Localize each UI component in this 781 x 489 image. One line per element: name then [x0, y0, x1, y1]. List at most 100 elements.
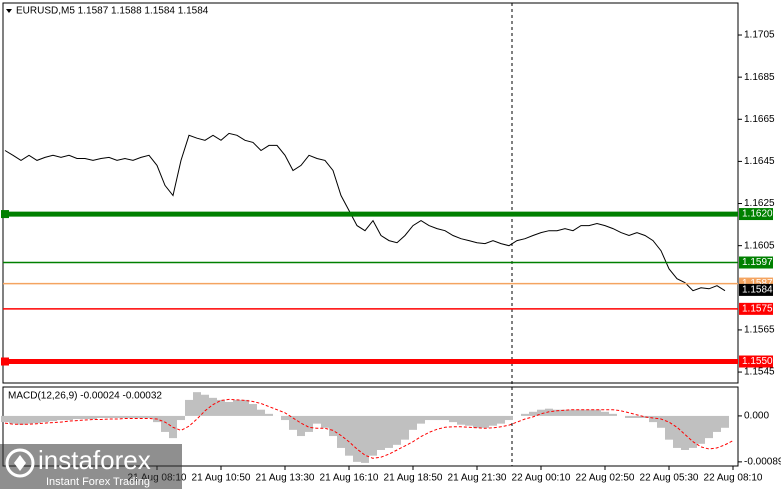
histogram-bar: [201, 394, 209, 416]
y-tick-label: -0.00089: [744, 457, 781, 468]
histogram-bar: [625, 415, 633, 418]
y-tick-label: 1.1685: [744, 72, 775, 83]
y-tick-label: 1.1625: [744, 198, 775, 209]
histogram-bar: [145, 415, 153, 418]
histogram-bar: [33, 415, 41, 424]
histogram-bar: [417, 415, 425, 424]
level-label-bg: [739, 256, 773, 269]
histogram-bar: [233, 399, 241, 416]
x-tick-label: 21 Aug 21:30: [448, 473, 507, 484]
logo-icon-mark: [14, 455, 26, 471]
x-tick-label: 22 Aug 08:10: [704, 473, 763, 484]
level-label-bg: [739, 283, 773, 296]
histogram-bar: [129, 415, 137, 418]
histogram-bar: [681, 415, 689, 450]
histogram-bar: [585, 409, 593, 416]
histogram-bar: [329, 415, 337, 437]
histogram-bar: [601, 411, 609, 416]
histogram-bar: [1, 415, 9, 423]
histogram-bar: [657, 415, 665, 428]
y-tick-label: 1.1665: [744, 114, 775, 125]
histogram-bar: [17, 415, 25, 425]
histogram-bar: [441, 415, 449, 421]
histogram-bar: [521, 413, 529, 416]
histogram-bar: [497, 415, 505, 424]
histogram-bar: [457, 415, 465, 425]
level-label: 1.1584: [742, 285, 773, 296]
histogram-bar: [193, 392, 201, 416]
histogram-bar: [721, 415, 729, 428]
macd-title: MACD(12,26,9) -0.00024 -0.00032: [8, 391, 162, 402]
histogram-bar: [593, 409, 601, 416]
histogram-bar: [25, 415, 33, 424]
level-label: 1.1550: [742, 356, 773, 367]
histogram-bar: [697, 415, 705, 444]
histogram-bar: [81, 415, 89, 420]
menu-arrow: [6, 9, 12, 13]
histogram-bar: [225, 401, 233, 416]
histogram-bar: [313, 415, 321, 424]
logo-icon: [5, 448, 35, 478]
histogram-bar: [353, 415, 361, 462]
histogram-bar: [609, 413, 617, 416]
histogram-bar: [41, 415, 49, 423]
histogram-bar: [345, 415, 353, 456]
histogram-bar: [577, 409, 585, 416]
histogram-bar: [185, 399, 193, 416]
histogram-bar: [689, 415, 697, 448]
histogram-bar: [377, 415, 385, 450]
histogram-bar: [465, 415, 473, 426]
histogram-bar: [473, 415, 481, 428]
histogram-bar: [241, 399, 249, 416]
y-tick-label: 1.1605: [744, 240, 775, 251]
plot-layer: 1.1705 1.1685 1.1665 1.1645 1.1625 1.1605 1.15…: [1, 30, 781, 484]
logo: instaforex Instant Forex Trading: [0, 444, 182, 489]
level-label-bg: [739, 302, 773, 315]
histogram-bar: [177, 415, 185, 421]
logo-bg: [0, 444, 182, 489]
histogram-bar: [49, 415, 57, 422]
histogram-bar: [137, 415, 145, 418]
histogram-bar: [121, 415, 129, 418]
histogram-bar: [561, 409, 569, 416]
histogram-bar: [361, 415, 369, 463]
histogram-bar: [705, 415, 713, 439]
histogram-bar: [633, 415, 641, 418]
histogram-bar: [553, 409, 561, 416]
histogram-bar: [281, 415, 289, 421]
histogram-bar: [481, 415, 489, 428]
y-tick-label: 1.1565: [744, 325, 775, 336]
logo-name: instaforex: [38, 445, 151, 475]
histogram-bar: [257, 409, 265, 416]
histogram-bar: [297, 415, 305, 437]
histogram-bar: [217, 399, 225, 416]
x-tick-label: 22 Aug 02:50: [576, 473, 635, 484]
histogram-bar: [673, 415, 681, 448]
histogram-bar: [113, 415, 121, 418]
logo-tagline: Instant Forex Trading: [46, 476, 150, 488]
histogram-bar: [401, 415, 409, 440]
x-tick-label: 21 Aug 18:50: [384, 473, 443, 484]
signal-line: [4, 398, 734, 459]
level-label-bg: [739, 208, 773, 221]
x-tick-label: 22 Aug 00:10: [512, 473, 571, 484]
price-line: [4, 132, 726, 292]
level-marker: [1, 357, 9, 366]
histogram-bar: [89, 415, 97, 420]
histogram-bar: [569, 409, 577, 416]
histogram-bar: [537, 409, 545, 416]
x-tick-label: 22 Aug 05:30: [640, 473, 699, 484]
level-marker: [1, 210, 9, 219]
histogram-bar: [9, 415, 17, 424]
y-tick-label: 1.1705: [744, 30, 775, 41]
histogram-bar: [641, 415, 649, 418]
histogram-bar: [713, 415, 721, 432]
histogram-bar: [337, 415, 345, 448]
histogram-bar: [321, 415, 329, 428]
histogram-bar: [369, 415, 377, 456]
y-tick-label: 1.1645: [744, 156, 775, 167]
histogram-bar: [649, 415, 657, 423]
x-tick-label: 21 Aug 10:50: [192, 473, 251, 484]
histogram-bar: [505, 415, 513, 421]
